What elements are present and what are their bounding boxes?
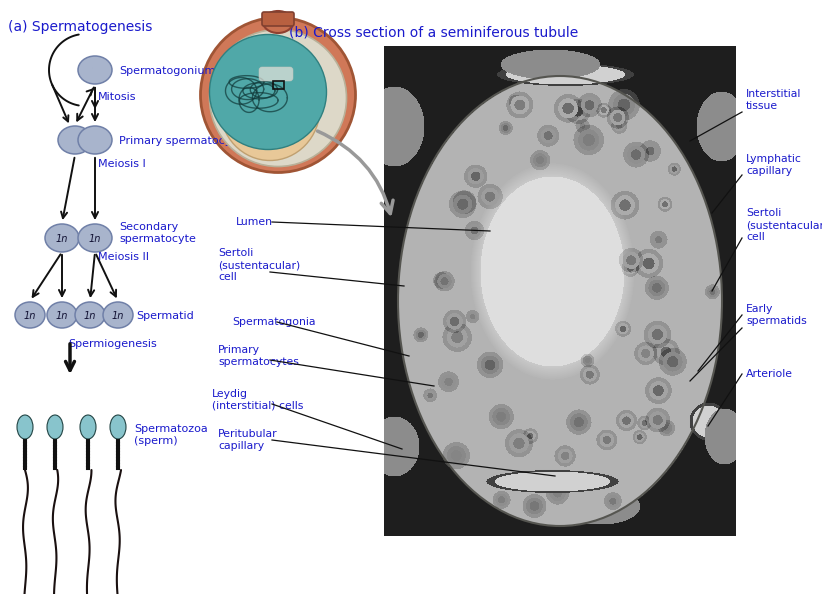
- Ellipse shape: [78, 56, 112, 84]
- Text: Spermatozoa
(sperm): Spermatozoa (sperm): [134, 424, 208, 446]
- Text: 1n: 1n: [89, 234, 101, 244]
- Text: 1n: 1n: [24, 311, 36, 321]
- Ellipse shape: [45, 224, 79, 252]
- Text: Sertoli
(sustentacular)
cell: Sertoli (sustentacular) cell: [218, 248, 300, 282]
- Text: Primary spermatocyte: Primary spermatocyte: [119, 136, 242, 146]
- Ellipse shape: [47, 415, 63, 439]
- Text: (a) Spermatogenesis: (a) Spermatogenesis: [8, 20, 152, 34]
- Bar: [384, 46, 736, 536]
- Ellipse shape: [15, 302, 45, 328]
- Ellipse shape: [75, 302, 105, 328]
- Text: Meiosis I: Meiosis I: [98, 159, 145, 169]
- Text: Sertoli
(sustentacular)
cell: Sertoli (sustentacular) cell: [746, 208, 822, 242]
- Text: Mitosis: Mitosis: [98, 92, 136, 102]
- Ellipse shape: [17, 415, 33, 439]
- FancyArrowPatch shape: [317, 131, 393, 214]
- Ellipse shape: [263, 11, 293, 33]
- Text: Lumen: Lumen: [236, 217, 273, 227]
- Ellipse shape: [110, 415, 126, 439]
- FancyBboxPatch shape: [262, 12, 294, 26]
- Text: Secondary
spermatocyte: Secondary spermatocyte: [119, 222, 196, 244]
- Text: Spermatogonium: Spermatogonium: [119, 66, 215, 76]
- Text: 1n: 1n: [56, 311, 68, 321]
- Ellipse shape: [47, 302, 77, 328]
- Text: 1n: 1n: [56, 234, 68, 244]
- Ellipse shape: [58, 126, 92, 154]
- Text: Early
spermatids: Early spermatids: [746, 304, 806, 326]
- Ellipse shape: [201, 17, 355, 172]
- FancyBboxPatch shape: [259, 67, 293, 81]
- Text: Meiosis II: Meiosis II: [98, 252, 149, 262]
- Ellipse shape: [220, 55, 320, 160]
- Text: Arteriole: Arteriole: [746, 369, 793, 379]
- Text: Spermatid: Spermatid: [136, 311, 194, 321]
- Text: Leydig
(interstitial) cells: Leydig (interstitial) cells: [212, 389, 303, 411]
- Text: Spermatogonia: Spermatogonia: [232, 317, 316, 327]
- Ellipse shape: [80, 415, 96, 439]
- Ellipse shape: [78, 224, 112, 252]
- Ellipse shape: [103, 302, 133, 328]
- Text: 1n: 1n: [112, 311, 124, 321]
- Text: Lymphatic
capillary: Lymphatic capillary: [746, 154, 802, 176]
- Text: Peritubular
capillary: Peritubular capillary: [218, 429, 278, 451]
- Text: (b) Cross section of a seminiferous tubule: (b) Cross section of a seminiferous tubu…: [289, 25, 578, 39]
- Bar: [273, 81, 284, 89]
- Ellipse shape: [210, 34, 326, 150]
- Ellipse shape: [78, 126, 112, 154]
- Text: Spermiogenesis: Spermiogenesis: [68, 339, 157, 349]
- Text: 1n: 1n: [84, 311, 96, 321]
- Ellipse shape: [210, 30, 347, 166]
- Text: Interstitial
tissue: Interstitial tissue: [746, 89, 801, 111]
- Text: Primary
spermatocytes: Primary spermatocytes: [218, 345, 299, 367]
